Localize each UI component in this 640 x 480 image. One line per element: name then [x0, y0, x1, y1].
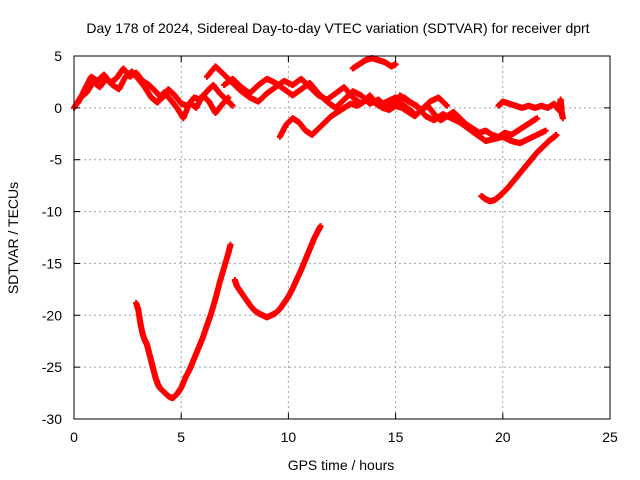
chart-title: Day 178 of 2024, Sidereal Day-to-day VTE…: [86, 20, 589, 36]
series-cluster-j: [133, 241, 234, 402]
series-cluster-k: [231, 223, 324, 321]
x-tick-label: 0: [70, 429, 78, 445]
x-tick-label: 5: [177, 429, 185, 445]
data-point: [392, 61, 399, 68]
x-axis: 0 5 10 15 20 25: [70, 56, 618, 445]
y-tick-label: -20: [42, 307, 62, 323]
x-axis-title: GPS time / hours: [288, 457, 395, 473]
y-tick-label: -25: [42, 359, 62, 375]
series-cluster-f: [396, 92, 549, 147]
y-tick-label: -30: [42, 411, 62, 427]
data-point: [227, 241, 234, 248]
series-cluster-g: [349, 55, 399, 72]
data-point: [229, 102, 236, 109]
y-tick-label: -10: [42, 204, 62, 220]
y-axis: -30 -25 -20 -15 -10 -5 0 5: [42, 48, 610, 427]
data-point: [553, 131, 560, 138]
x-tick-label: 10: [281, 429, 297, 445]
y-tick-label: -15: [42, 255, 62, 271]
x-tick-label: 15: [388, 429, 404, 445]
plot-frame: [73, 55, 611, 420]
y-tick-label: 0: [54, 100, 62, 116]
data-point: [317, 223, 324, 230]
y-tick-label: 5: [54, 48, 62, 64]
x-tick-label: 25: [602, 429, 618, 445]
data-marks: [71, 55, 566, 402]
y-tick-label: -5: [50, 152, 63, 168]
series-cluster-b: [75, 65, 236, 109]
series-cluster-i: [478, 131, 560, 205]
data-point: [534, 115, 541, 122]
y-axis-title: SDTVAR / TECUs: [5, 182, 21, 294]
data-point: [542, 127, 549, 134]
data-point: [556, 102, 563, 109]
series-cluster-h: [495, 96, 566, 122]
data-point: [444, 102, 451, 109]
x-tick-label: 20: [495, 429, 511, 445]
